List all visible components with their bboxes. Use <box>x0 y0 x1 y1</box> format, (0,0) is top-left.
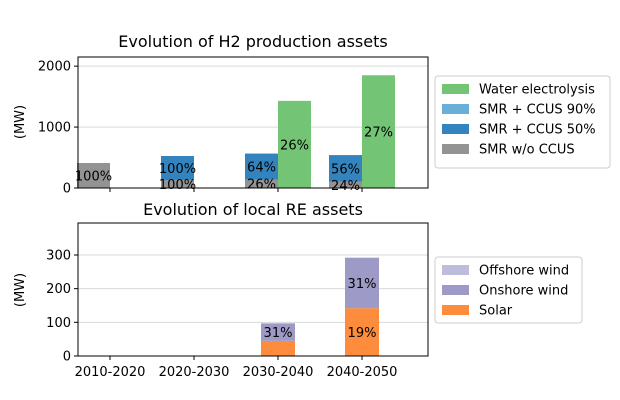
bar-segment <box>161 180 194 188</box>
data-label: 56% <box>331 162 360 177</box>
legend: Offshore wind Onshore wind Solar <box>434 256 583 324</box>
bar-segment <box>278 100 311 188</box>
x-tick-label: 2040-2050 <box>327 365 398 380</box>
legend-box <box>434 256 583 324</box>
data-label: 100% <box>75 170 112 185</box>
legend-swatch <box>442 144 469 154</box>
data-label: 100% <box>159 178 196 193</box>
y-tick-label: 0 <box>63 350 71 365</box>
bar-segment <box>362 75 395 188</box>
y-ticks: 0 1000 2000 <box>38 60 78 197</box>
y-tick-label: 2000 <box>38 60 71 75</box>
y-tick-label: 0 <box>63 182 71 197</box>
data-label: 64% <box>247 161 276 176</box>
data-label: 100% <box>159 162 196 177</box>
x-tick-label: 2010-2020 <box>75 365 146 380</box>
data-label: 31% <box>348 277 377 292</box>
plot-frame <box>77 56 429 189</box>
legend-box <box>434 75 611 169</box>
local-re-chart: Evolution of local RE assets (MW) 31% 19%… <box>13 200 583 380</box>
legend-label: SMR w/o CCUS <box>479 143 575 158</box>
legend-swatch <box>442 305 469 315</box>
bar-segment <box>329 155 362 182</box>
x-ticks <box>109 188 363 192</box>
bar-segment <box>345 257 379 309</box>
chart-title: Evolution of H2 production assets <box>118 32 387 51</box>
legend: Water electrolysis SMR + CCUS 90% SMR + CC… <box>434 75 611 169</box>
legend-swatch <box>442 265 469 275</box>
y-tick-label: 200 <box>46 282 71 297</box>
x-ticks: 2010-2020 2020-2030 2030-2040 2040-2050 <box>75 356 398 380</box>
legend-label: SMR + CCUS 50% <box>479 123 596 138</box>
bar-segment <box>245 153 278 180</box>
legend-swatch <box>442 104 469 114</box>
chart-title: Evolution of local RE assets <box>143 200 363 219</box>
data-label: 27% <box>364 126 393 141</box>
bar-segment <box>345 308 379 356</box>
y-axis-label: (MW) <box>13 273 28 307</box>
bar-segment <box>329 181 362 188</box>
bars <box>77 75 395 188</box>
legend-swatch <box>442 285 469 295</box>
legend-label: Onshore wind <box>479 284 568 299</box>
x-tick-label: 2020-2030 <box>159 365 230 380</box>
y-ticks: 0 100 200 300 <box>46 248 78 365</box>
legend-label: SMR + CCUS 90% <box>479 103 596 118</box>
data-labels: 31% 19% 31% <box>264 277 377 341</box>
data-label: 31% <box>264 326 293 341</box>
legend-swatch <box>442 124 469 134</box>
bar-segment <box>77 163 110 188</box>
legend-label: Offshore wind <box>479 264 569 279</box>
y-tick-label: 1000 <box>38 121 71 136</box>
data-label: 24% <box>331 179 360 194</box>
data-labels: 100%100%100%26%64%24%56%26%27% <box>75 126 393 194</box>
bar-segment <box>161 156 194 181</box>
y-tick-label: 300 <box>46 248 71 263</box>
y-tick-label: 100 <box>46 316 71 331</box>
bar-segment <box>261 323 295 341</box>
legend-swatch <box>442 84 469 94</box>
plot-frame <box>77 222 429 357</box>
h2-production-chart: Evolution of H2 production assets (MW) 1… <box>13 32 611 197</box>
legend-label: Solar <box>479 304 513 319</box>
data-label: 26% <box>280 138 309 153</box>
bar-segment <box>261 340 295 356</box>
data-label: 26% <box>247 178 276 193</box>
legend-label: Water electrolysis <box>479 83 595 98</box>
bars <box>261 257 379 356</box>
x-tick-label: 2030-2040 <box>243 365 314 380</box>
data-label: 19% <box>348 326 377 341</box>
bar-segment <box>245 179 278 188</box>
y-axis-label: (MW) <box>13 105 28 139</box>
